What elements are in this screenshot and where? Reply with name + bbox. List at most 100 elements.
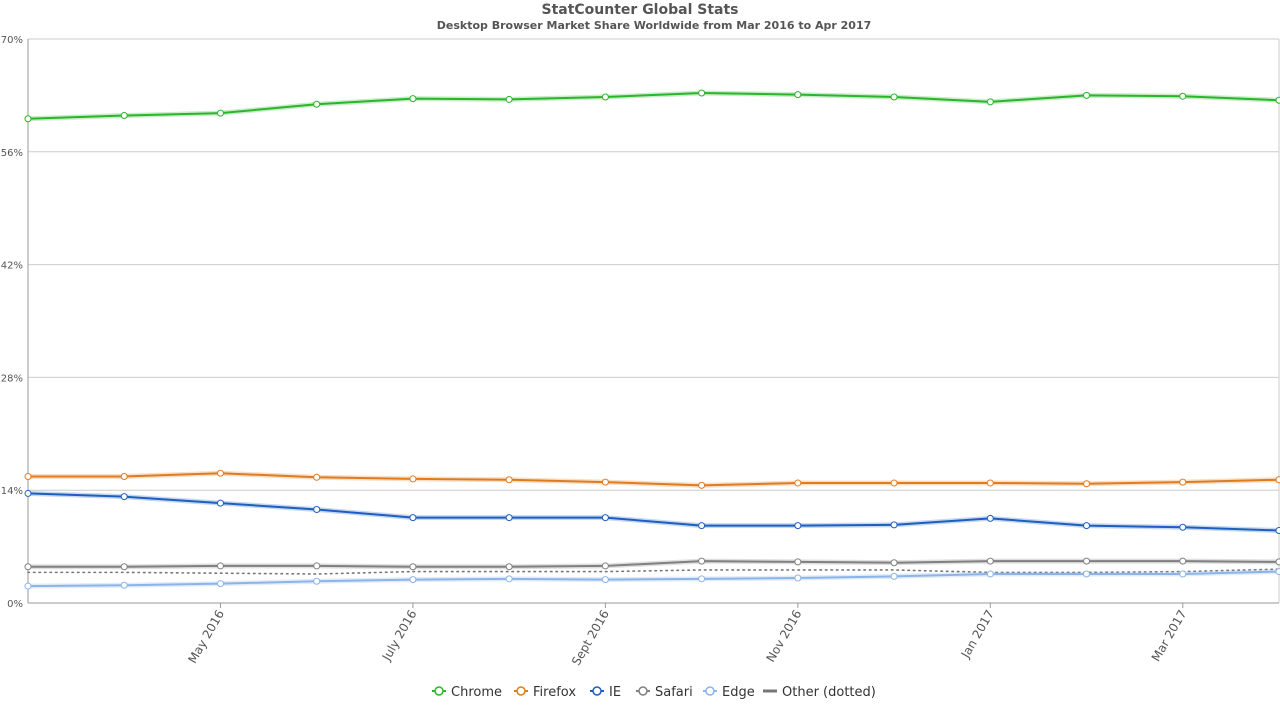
data-point[interactable]: [601, 576, 609, 584]
data-point[interactable]: [1179, 570, 1187, 578]
series-firefox: [24, 469, 1280, 489]
series-line: [27, 492, 1280, 532]
data-point[interactable]: [409, 563, 417, 571]
data-point[interactable]: [216, 562, 224, 570]
series-chrome: [24, 89, 1280, 123]
data-point[interactable]: [409, 95, 417, 103]
series-lines: [24, 89, 1280, 590]
data-point[interactable]: [216, 580, 224, 588]
data-point[interactable]: [313, 577, 321, 585]
data-point[interactable]: [409, 514, 417, 522]
x-tick-label: July 2016: [379, 608, 420, 664]
data-point[interactable]: [1179, 557, 1187, 565]
data-point[interactable]: [794, 91, 802, 99]
data-point[interactable]: [409, 475, 417, 483]
data-point[interactable]: [505, 563, 513, 571]
data-point[interactable]: [120, 112, 128, 120]
data-point[interactable]: [1275, 558, 1280, 566]
data-point[interactable]: [505, 514, 513, 522]
x-tick-label: Mar 2017: [1149, 608, 1190, 664]
data-point[interactable]: [890, 572, 898, 580]
data-point[interactable]: [794, 522, 802, 530]
data-point[interactable]: [409, 576, 417, 584]
data-point[interactable]: [698, 575, 706, 583]
data-point[interactable]: [120, 581, 128, 589]
data-point[interactable]: [986, 98, 994, 106]
data-point[interactable]: [1179, 478, 1187, 486]
data-point[interactable]: [1275, 476, 1280, 484]
data-point[interactable]: [698, 89, 706, 97]
data-point[interactable]: [216, 469, 224, 477]
data-point[interactable]: [120, 493, 128, 501]
data-point[interactable]: [794, 558, 802, 566]
legend-label: Other (dotted): [782, 685, 876, 700]
data-point[interactable]: [1275, 96, 1280, 104]
data-point[interactable]: [1179, 523, 1187, 531]
data-point[interactable]: [313, 562, 321, 570]
data-point[interactable]: [120, 473, 128, 481]
y-tick-label: 0%: [7, 599, 23, 610]
legend-item[interactable]: Other (dotted): [763, 685, 876, 700]
legend-item[interactable]: Chrome: [432, 685, 502, 700]
legend-item[interactable]: Edge: [703, 685, 755, 700]
y-tick-label: 70%: [1, 35, 23, 46]
data-point[interactable]: [986, 479, 994, 487]
data-point[interactable]: [505, 575, 513, 583]
x-tick-label: May 2016: [185, 608, 227, 666]
data-point[interactable]: [24, 115, 32, 123]
data-point[interactable]: [216, 109, 224, 117]
data-point[interactable]: [1083, 570, 1091, 578]
data-point[interactable]: [601, 93, 609, 101]
legend-item[interactable]: Safari: [636, 685, 693, 700]
data-point[interactable]: [1083, 91, 1091, 99]
data-point[interactable]: [1083, 522, 1091, 530]
series-line: [28, 560, 1280, 568]
data-point[interactable]: [986, 570, 994, 578]
data-point[interactable]: [986, 514, 994, 522]
data-point[interactable]: [601, 562, 609, 570]
legend-label: Chrome: [451, 685, 502, 700]
data-point[interactable]: [120, 563, 128, 571]
legend-label: Firefox: [533, 685, 576, 700]
data-point[interactable]: [1275, 568, 1280, 576]
data-point[interactable]: [890, 93, 898, 101]
data-point[interactable]: [313, 473, 321, 481]
data-point[interactable]: [698, 522, 706, 530]
data-point[interactable]: [698, 557, 706, 565]
data-point[interactable]: [890, 479, 898, 487]
data-point[interactable]: [24, 489, 32, 497]
series-edge: [24, 568, 1280, 590]
data-point[interactable]: [986, 557, 994, 565]
data-point[interactable]: [794, 479, 802, 487]
data-point[interactable]: [216, 499, 224, 507]
legend-swatch-marker: [592, 686, 602, 696]
data-point[interactable]: [313, 506, 321, 514]
data-point[interactable]: [890, 521, 898, 529]
data-point[interactable]: [24, 563, 32, 571]
series-safari: [24, 557, 1280, 571]
data-point[interactable]: [1083, 480, 1091, 488]
data-point[interactable]: [1083, 557, 1091, 565]
legend-label: IE: [609, 685, 621, 700]
data-point[interactable]: [24, 473, 32, 481]
data-point[interactable]: [890, 559, 898, 567]
legend-item[interactable]: IE: [590, 685, 621, 700]
series-line: [27, 568, 1280, 575]
data-point[interactable]: [505, 95, 513, 103]
chart-title: StatCounter Global Stats: [541, 2, 738, 18]
data-point[interactable]: [601, 514, 609, 522]
data-point[interactable]: [601, 478, 609, 486]
data-point[interactable]: [505, 476, 513, 484]
legend: Chrome Firefox IE Safari Edge Other (dotted): [432, 685, 876, 700]
data-point[interactable]: [24, 582, 32, 590]
data-point[interactable]: [1179, 92, 1187, 100]
data-point[interactable]: [794, 574, 802, 582]
gridlines: [27, 38, 1280, 604]
legend-swatch-marker: [516, 686, 526, 696]
data-point[interactable]: [698, 481, 706, 489]
x-tick-label: Sept 2016: [569, 608, 612, 668]
legend-item[interactable]: Firefox: [514, 685, 576, 700]
data-point[interactable]: [313, 100, 321, 108]
data-point[interactable]: [1275, 526, 1280, 534]
